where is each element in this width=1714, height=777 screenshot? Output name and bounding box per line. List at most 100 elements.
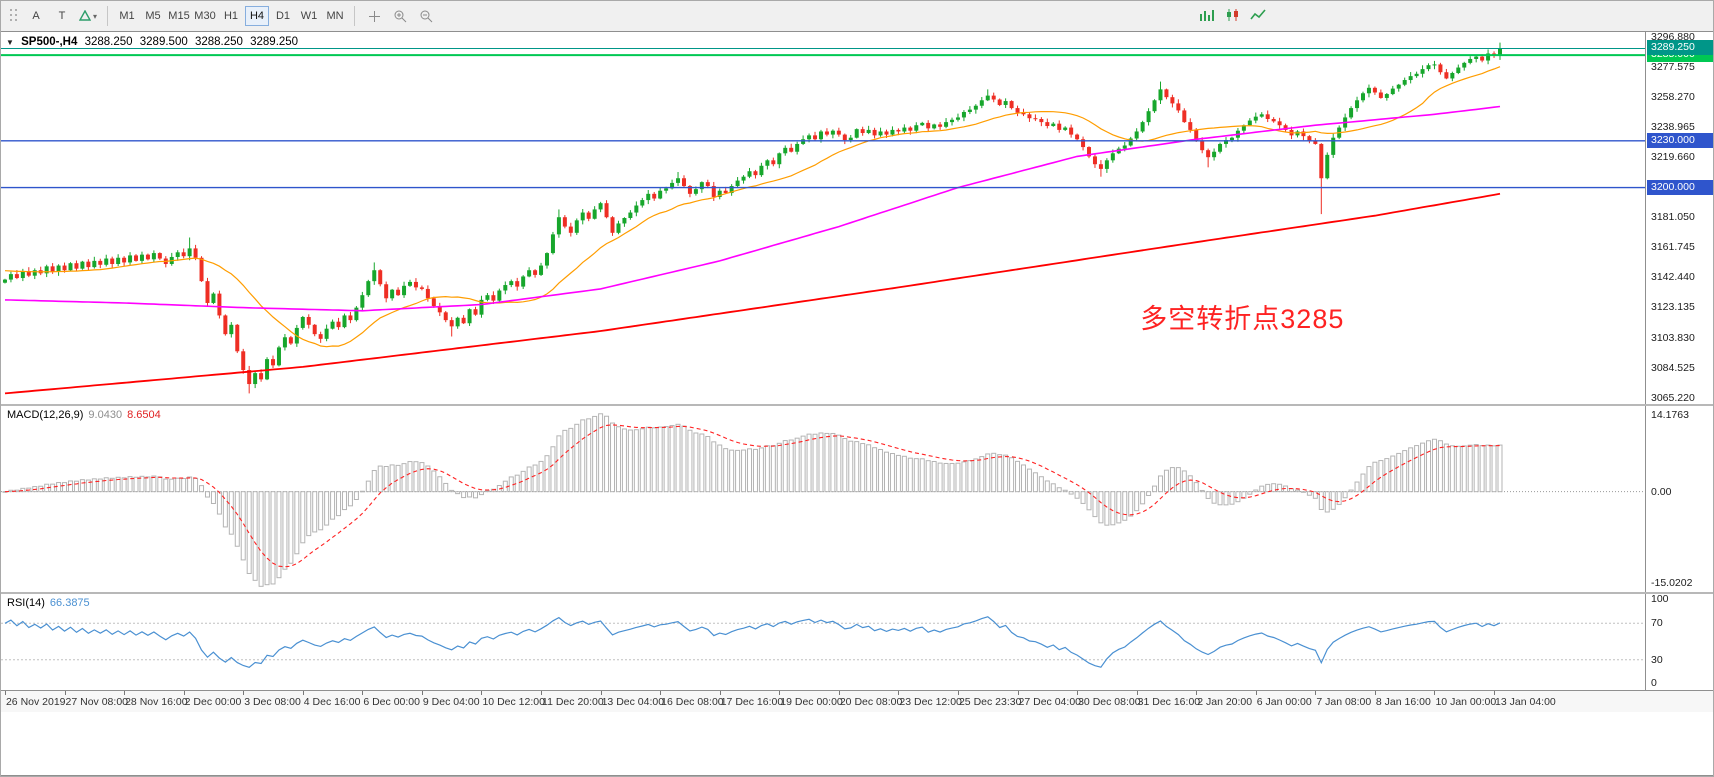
toolbar-grip[interactable]	[9, 7, 19, 25]
time-label: 10 Dec 12:00	[482, 696, 545, 708]
rsi-axis-label: 0	[1651, 677, 1657, 689]
candlestick-chart-button[interactable]	[1220, 5, 1244, 25]
line-chart-icon	[1250, 9, 1266, 20]
timeframe-button-m15[interactable]: M15	[167, 6, 191, 26]
zoom-out-button[interactable]	[414, 6, 438, 26]
time-label: 31 Dec 16:00	[1137, 696, 1201, 708]
time-label: 26 Nov 2019	[5, 696, 66, 708]
panel-splitter[interactable]	[1, 404, 1713, 406]
price-level-label-3289.250: 3289.250	[1647, 40, 1713, 56]
time-label: 30 Dec 08:00	[1078, 696, 1141, 708]
rsi-plot-area[interactable]: RSI(14) 66.3875	[1, 594, 1645, 690]
macd-plot-area[interactable]: MACD(12,26,9) 9.0430 8.6504	[1, 406, 1645, 592]
time-tick	[421, 691, 423, 695]
text-tool-button[interactable]: A	[24, 6, 48, 26]
chart-menu-icon[interactable]: ▼	[6, 38, 14, 47]
timeframe-group: M1 M5 M15 M30 H1 H4 D1 W1 MN	[114, 6, 348, 26]
macd-label: MACD(12,26,9) 9.0430 8.6504	[7, 409, 161, 421]
chevron-down-icon: ▾	[92, 11, 97, 21]
macd-svg	[1, 413, 1645, 587]
open-value: 3288.250	[84, 36, 133, 48]
price-tick-label: 3181.050	[1651, 211, 1695, 224]
chart-type-group	[1193, 5, 1271, 25]
time-tick	[64, 691, 66, 695]
time-label: 13 Dec 04:00	[601, 696, 665, 708]
time-axis[interactable]: 26 Nov 2019 27 Nov 08:00 28 Nov 16:00 2 Dec…	[1, 690, 1713, 712]
candlestick-icon	[1226, 9, 1238, 21]
macd-signal-value: 8.6504	[127, 409, 161, 421]
time-label: 7 Jan 08:00	[1316, 696, 1372, 708]
timeframe-button-m30[interactable]: M30	[193, 6, 217, 26]
time-tick	[1255, 691, 1257, 695]
bar-chart-button[interactable]	[1194, 5, 1218, 25]
price-level-label-3200.000: 3200.000	[1647, 179, 1713, 195]
ohlc-header: ▼ SP500-,H4 3288.250 3289.500 3288.250 3…	[6, 36, 302, 48]
time-label: 2 Dec 00:00	[184, 696, 242, 708]
crosshair-tool-button[interactable]	[362, 6, 386, 26]
time-label: 10 Jan 00:00	[1435, 696, 1497, 708]
macd-axis[interactable]: 14.1763 0.00 -15.0202	[1645, 406, 1713, 592]
time-tick	[957, 691, 959, 695]
time-tick	[898, 691, 900, 695]
rsi-axis-label: 30	[1651, 653, 1663, 666]
zoom-out-icon	[420, 10, 433, 23]
shapes-tool-button[interactable]: ▾	[76, 6, 100, 26]
timeframe-button-m5[interactable]: M5	[141, 6, 165, 26]
price-level-label-3230.000: 3230.000	[1647, 132, 1713, 148]
price-tick-label: 3142.440	[1651, 271, 1695, 284]
price-axis[interactable]: 3296.880 3277.575 3258.270 3238.965 3219.660…	[1645, 30, 1713, 404]
text-label-tool-button[interactable]: T	[50, 6, 74, 26]
time-label: 28 Nov 16:00	[125, 696, 188, 708]
main-plot-area[interactable]: ▼ SP500-,H4 3288.250 3289.500 3288.250 3…	[1, 32, 1645, 404]
timeframe-button-m1[interactable]: M1	[115, 6, 139, 26]
time-label: 17 Dec 16:00	[720, 696, 784, 708]
time-tick	[660, 691, 662, 695]
timeframe-button-d1[interactable]: D1	[271, 6, 295, 26]
symbol-timeframe: SP500-,H4	[21, 36, 78, 48]
price-tick-label: 3277.575	[1651, 60, 1695, 73]
timeframe-button-h4[interactable]: H4	[245, 6, 269, 26]
macd-main-value: 9.0430	[88, 409, 123, 421]
rsi-svg	[1, 616, 1645, 668]
time-label: 2 Jan 20:00	[1197, 696, 1253, 708]
close-value: 3289.250	[250, 36, 299, 48]
macd-histogram	[2, 413, 1503, 587]
price-tick-label: 3123.135	[1651, 301, 1695, 314]
bottom-spacer	[1, 712, 1713, 775]
time-tick	[838, 691, 840, 695]
price-tick-label: 3258.270	[1651, 90, 1695, 103]
time-label: 8 Jan 16:00	[1375, 696, 1431, 708]
chart-annotation-text[interactable]: 多空转折点3285	[1140, 303, 1345, 334]
price-tick-label: 3296.880	[1651, 30, 1695, 43]
rsi-panel: RSI(14) 66.3875 100 70 30 0	[1, 593, 1713, 690]
timeframe-button-h1[interactable]: H1	[219, 6, 243, 26]
time-label: 13 Jan 04:00	[1495, 696, 1556, 708]
time-tick	[541, 691, 543, 695]
high-value: 3289.500	[139, 36, 188, 48]
rsi-axis[interactable]: 100 70 30 0	[1645, 593, 1713, 690]
rsi-line	[4, 616, 1501, 668]
time-label: 3 Dec 08:00	[244, 696, 301, 708]
price-tick-label: 3103.830	[1651, 331, 1695, 344]
line-chart-button[interactable]	[1246, 5, 1270, 25]
time-tick	[362, 691, 364, 695]
rsi-value: 66.3875	[49, 597, 90, 609]
zoom-in-icon	[394, 10, 407, 23]
time-label: 6 Dec 00:00	[363, 696, 420, 708]
toolbar-separator	[107, 6, 108, 26]
time-label: 9 Dec 04:00	[422, 696, 480, 708]
timeframe-button-w1[interactable]: W1	[297, 6, 321, 26]
panel-splitter[interactable]	[1, 592, 1713, 594]
time-label: 27 Dec 04:00	[1018, 696, 1081, 708]
price-tick-label: 3219.660	[1651, 150, 1695, 163]
price-tick-label: 3065.220	[1651, 391, 1695, 404]
time-tick	[1494, 691, 1496, 695]
grip-dots-icon	[10, 9, 17, 21]
time-label: 20 Dec 08:00	[839, 696, 903, 708]
macd-axis-zero: 0.00	[1651, 485, 1672, 498]
low-value: 3288.250	[194, 36, 243, 48]
time-label: 4 Dec 16:00	[303, 696, 361, 708]
time-tick	[1017, 691, 1019, 695]
timeframe-button-mn[interactable]: MN	[323, 6, 347, 26]
zoom-in-button[interactable]	[388, 6, 412, 26]
